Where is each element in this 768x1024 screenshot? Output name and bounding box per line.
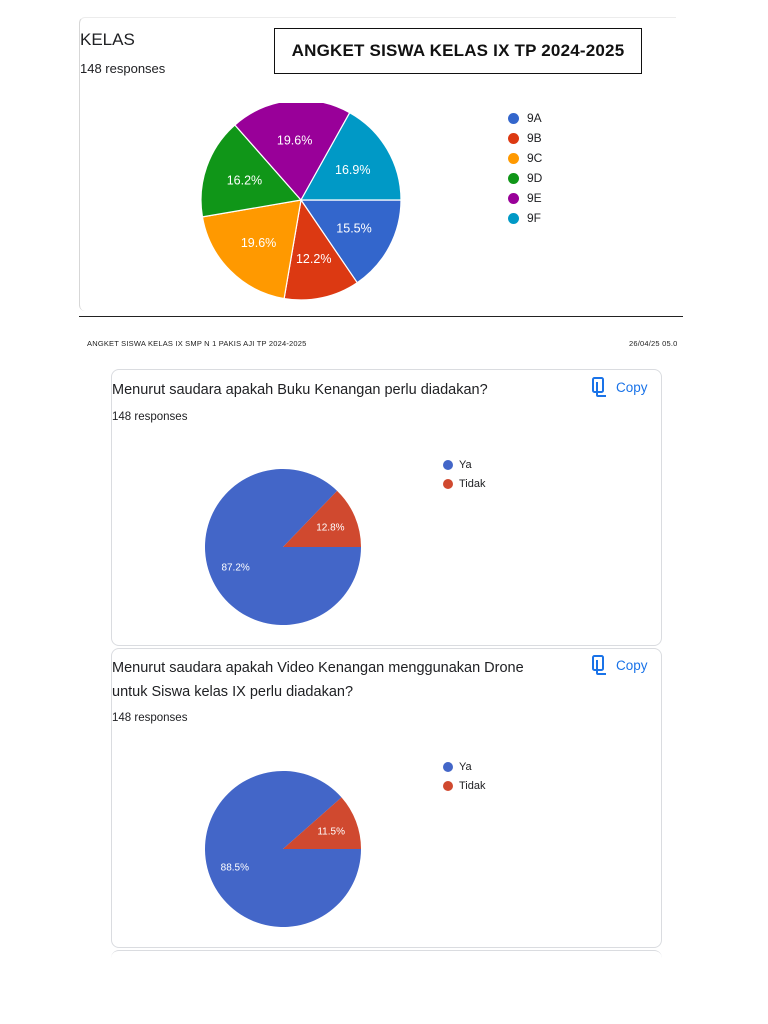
legend-item-tidak: Tidak [443, 474, 486, 493]
slice-label-9c: 19.6% [241, 236, 276, 250]
slice-label-9a: 15.5% [336, 221, 371, 235]
page-header-right: 26/04/25 05.0 [629, 339, 678, 348]
legend-label: 9F [527, 211, 542, 225]
slice-label-tidak: 11.5% [317, 826, 345, 837]
legend-swatch [508, 112, 519, 124]
pie-slice-9c [201, 199, 302, 300]
legend-swatch [443, 478, 453, 489]
kelas-response-count: 148 responses [80, 61, 166, 76]
question-1-legend: Ya Tidak [443, 455, 486, 493]
question-2-pie-chart: 88.5% 11.5% [205, 771, 361, 927]
slice-label-9e: 19.6% [277, 134, 312, 148]
legend-swatch [508, 212, 519, 224]
slice-label-ya: 88.5% [221, 863, 249, 874]
legend-swatch [508, 132, 519, 144]
legend-item-9f: 9F [508, 208, 542, 228]
question-1-pie-chart: 87.2% 12.8% [205, 469, 361, 625]
legend-item-9b: 9B [508, 128, 542, 148]
legend-item-ya: Ya [443, 455, 486, 474]
legend-label: 9A [527, 111, 542, 125]
survey-banner-text: ANGKET SISWA KELAS IX TP 2024-2025 [291, 41, 625, 60]
legend-label: Tidak [459, 779, 486, 792]
legend-swatch [508, 152, 519, 164]
legend-swatch [443, 761, 453, 772]
copy-label-1: Copy [616, 379, 648, 395]
copy-button-2[interactable]: Copy [592, 655, 648, 675]
pie-slice-9b [283, 198, 359, 301]
slice-label-9d: 16.2% [227, 173, 262, 187]
pie-slice-9e [234, 103, 351, 202]
legend-swatch [508, 172, 519, 184]
legend-item-9c: 9C [508, 148, 542, 168]
pie-slice-9d [200, 124, 303, 218]
legend-item-ya: Ya [443, 757, 486, 776]
legend-label: 9D [527, 171, 543, 185]
pie-slice-9f [299, 111, 402, 201]
legend-item-9a: 9A [508, 108, 542, 128]
kelas-legend: 9A 9B 9C 9D 9E 9F [508, 108, 542, 228]
question-card-2 [111, 648, 662, 948]
legend-label: 9E [527, 191, 542, 205]
page-divider [79, 316, 683, 317]
kelas-title: KELAS [80, 30, 135, 49]
pie-slice-tidak [283, 797, 361, 849]
question-2-legend: Ya Tidak [443, 757, 486, 795]
copy-label-2: Copy [616, 657, 648, 673]
pie-slice-tidak [283, 490, 361, 547]
legend-label: 9C [527, 151, 543, 165]
legend-label: Ya [459, 458, 472, 471]
legend-swatch [443, 459, 453, 470]
question-1-response-count: 148 responses [112, 411, 188, 423]
legend-label: Tidak [459, 477, 486, 490]
copy-icon [592, 377, 606, 397]
question-2-response-count: 148 responses [112, 712, 188, 724]
next-card-edge [111, 950, 662, 961]
kelas-pie-chart: 15.5% 12.2% 19.6% 16.2% 19.6% 16.9% [200, 103, 402, 301]
page-header-left: ANGKET SISWA KELAS IX SMP N 1 PAKIS AJI … [87, 339, 307, 348]
legend-item-9e: 9E [508, 188, 542, 208]
legend-label: 9B [527, 131, 542, 145]
legend-label: Ya [459, 760, 472, 773]
slice-label-9b: 12.2% [296, 252, 331, 266]
slice-label-ya: 87.2% [221, 563, 249, 574]
legend-item-tidak: Tidak [443, 776, 486, 795]
legend-swatch [443, 780, 453, 791]
pie-slice-9a [299, 199, 402, 284]
question-1-title: Menurut saudara apakah Buku Kenangan per… [112, 382, 488, 398]
copy-icon [592, 655, 606, 675]
slice-label-tidak: 12.8% [316, 522, 344, 533]
slice-label-9f: 16.9% [335, 163, 370, 177]
survey-banner: ANGKET SISWA KELAS IX TP 2024-2025 [274, 28, 642, 74]
question-2-title: Menurut saudara apakah Video Kenangan me… [112, 660, 524, 700]
legend-swatch [508, 192, 519, 204]
copy-button-1[interactable]: Copy [592, 377, 648, 397]
question-card-1 [111, 369, 662, 646]
legend-item-9d: 9D [508, 168, 542, 188]
